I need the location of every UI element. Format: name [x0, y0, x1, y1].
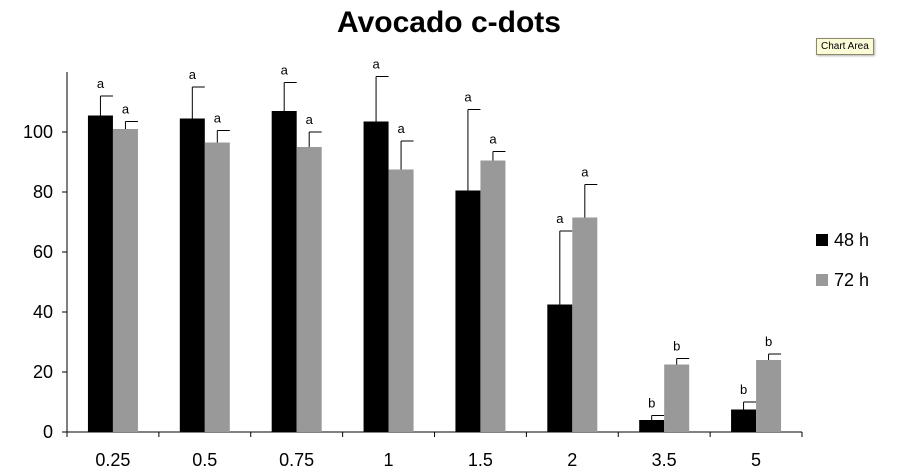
axes: 0 20 40 60 80 100 0.25 0.5 0.75 1 1.5 2 3.5 5: [23, 72, 803, 470]
x-tick-label: 0.75: [279, 450, 314, 470]
y-tick-label: 60: [33, 242, 53, 262]
chart-title: Avocado c-dots: [337, 6, 561, 39]
bars-layer: [87, 76, 782, 432]
y-tick-label: 100: [23, 122, 53, 142]
significance-label: a: [281, 63, 289, 78]
y-tick-label: 0: [43, 422, 53, 442]
significance-label: a: [372, 57, 380, 72]
x-tick-label: 2: [567, 450, 577, 470]
x-tick-label: 0.25: [95, 450, 130, 470]
bar-72h: [296, 147, 322, 432]
significance-label: b: [765, 334, 772, 349]
bar-72h: [664, 364, 690, 432]
significance-label: a: [489, 132, 497, 147]
bar-48h: [639, 420, 665, 432]
bar-48h: [87, 115, 113, 432]
bar-48h: [731, 409, 757, 432]
bar-48h: [179, 118, 205, 432]
significance-label: a: [306, 112, 314, 127]
bar-72h: [388, 169, 414, 432]
bar-72h: [480, 160, 506, 432]
significance-label: a: [214, 111, 222, 126]
x-tick-label: 5: [751, 450, 761, 470]
significance-label: a: [464, 90, 472, 105]
bar-72h: [112, 129, 138, 432]
legend-swatch: [816, 234, 828, 246]
bar-48h: [455, 190, 481, 432]
labels-layer: a a a a a a b b a a a a a a b b: [97, 57, 772, 411]
bar-48h: [271, 111, 297, 432]
bar-72h: [756, 360, 782, 432]
bar-48h: [363, 121, 389, 432]
significance-label: a: [581, 165, 589, 180]
bar-72h: [204, 142, 230, 432]
significance-label: b: [740, 382, 747, 397]
significance-label: a: [122, 102, 130, 117]
legend-label: 48 h: [834, 230, 869, 250]
x-tick-label: 3.5: [652, 450, 677, 470]
significance-label: a: [397, 121, 405, 136]
x-tick-label: 1: [384, 450, 394, 470]
chart-area-tooltip: Chart Area: [816, 38, 874, 55]
significance-label: a: [189, 67, 197, 82]
legend[interactable]: 48 h 72 h: [816, 230, 869, 290]
significance-label: b: [648, 396, 655, 411]
bar-72h: [572, 217, 598, 432]
bar-48h: [547, 304, 573, 432]
y-tick-label: 20: [33, 362, 53, 382]
y-tick-label: 40: [33, 302, 53, 322]
significance-label: a: [97, 76, 105, 91]
significance-label: b: [673, 339, 680, 354]
y-tick-label: 80: [33, 182, 53, 202]
legend-swatch: [816, 274, 828, 286]
significance-label: a: [556, 211, 564, 226]
legend-label: 72 h: [834, 270, 869, 290]
x-tick-label: 1.5: [468, 450, 493, 470]
x-tick-label: 0.5: [192, 450, 217, 470]
